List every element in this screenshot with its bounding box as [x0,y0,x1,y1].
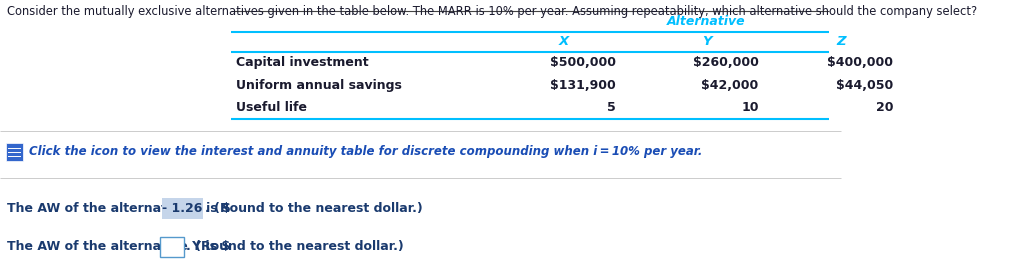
Text: Z: Z [837,35,846,48]
Text: Y: Y [701,35,712,48]
Text: 10: 10 [741,101,759,114]
Text: The AW of the alternative Y is $: The AW of the alternative Y is $ [7,240,229,253]
FancyBboxPatch shape [6,143,23,161]
Text: 20: 20 [876,101,893,114]
Text: $131,900: $131,900 [550,79,615,92]
FancyBboxPatch shape [160,237,184,256]
Text: . (Round to the nearest dollar.): . (Round to the nearest dollar.) [186,240,403,253]
Text: X: X [558,35,568,48]
Text: $44,050: $44,050 [836,79,893,92]
Text: Alternative: Alternative [668,15,745,28]
Text: 5: 5 [607,101,615,114]
Text: . (Round to the nearest dollar.): . (Round to the nearest dollar.) [206,202,423,215]
Text: $400,000: $400,000 [827,57,893,70]
Text: Click the icon to view the interest and annuity table for discrete compounding w: Click the icon to view the interest and … [29,145,702,158]
Text: Useful life: Useful life [236,101,306,114]
Text: $500,000: $500,000 [550,57,615,70]
Text: $42,000: $42,000 [701,79,759,92]
Text: Consider the mutually exclusive alternatives given in the table below. The MARR : Consider the mutually exclusive alternat… [7,5,977,18]
Text: Uniform annual savings: Uniform annual savings [236,79,401,92]
FancyBboxPatch shape [162,198,203,219]
Text: Capital investment: Capital investment [236,57,369,70]
Text: $260,000: $260,000 [693,57,759,70]
Text: The AW of the alternative X is $: The AW of the alternative X is $ [7,202,234,215]
Text: - 1.26: - 1.26 [163,202,203,215]
